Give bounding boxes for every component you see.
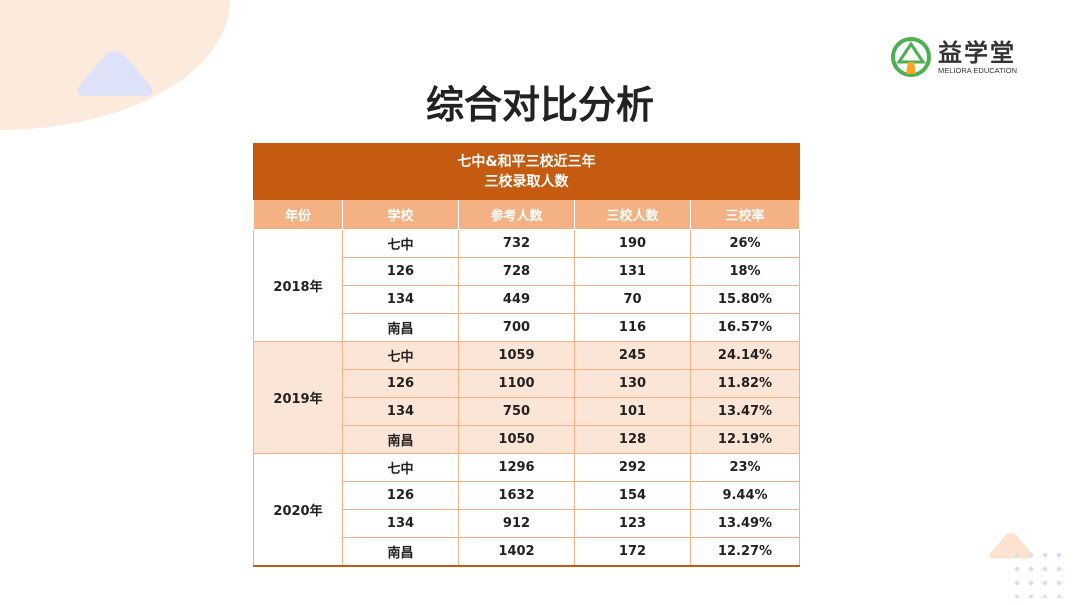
admitted-cell: 292 xyxy=(574,453,691,482)
rate-cell: 12.27% xyxy=(690,537,800,567)
rate-cell: 18% xyxy=(690,257,800,286)
admitted-cell: 101 xyxy=(574,397,691,426)
participants-cell: 1050 xyxy=(458,425,575,454)
participants-cell: 1402 xyxy=(458,537,575,567)
page-title: 综合对比分析 xyxy=(425,83,654,127)
year-cell: 2018年 xyxy=(253,229,343,342)
table-title-line1: 七中&和平三校近三年 xyxy=(457,153,596,170)
rate-cell: 13.47% xyxy=(690,397,800,426)
year-cell: 2020年 xyxy=(253,453,343,567)
table-row: 134 912 123 13.49% xyxy=(254,509,800,538)
school-cell: 南昌 xyxy=(342,425,459,454)
participants-cell: 732 xyxy=(458,229,575,258)
participants-cell: 700 xyxy=(458,313,575,342)
year-cell: 2019年 xyxy=(253,341,343,454)
rate-cell: 16.57% xyxy=(690,313,800,342)
header-admitted: 三校人数 xyxy=(574,199,691,230)
logo-name: 益学堂 xyxy=(938,38,1016,67)
admitted-cell: 70 xyxy=(574,285,691,314)
school-cell: 南昌 xyxy=(342,537,459,567)
participants-cell: 728 xyxy=(458,257,575,286)
header-school: 学校 xyxy=(342,199,459,230)
participants-cell: 449 xyxy=(458,285,575,314)
rate-cell: 13.49% xyxy=(690,509,800,538)
participants-cell: 1632 xyxy=(458,481,575,510)
tree-logo-icon xyxy=(891,37,931,77)
dot-grid-decor xyxy=(1010,548,1070,598)
logo: 益学堂 MELIORA EDUCATION xyxy=(890,36,1040,78)
table-title: 七中&和平三校近三年 三校录取人数 xyxy=(253,143,800,200)
header-rate: 三校率 xyxy=(690,199,800,230)
school-cell: 七中 xyxy=(342,229,459,258)
table-row: 134 449 70 15.80% xyxy=(254,285,800,314)
admitted-cell: 131 xyxy=(574,257,691,286)
table-row: 南昌 1050 128 12.19% xyxy=(254,425,800,454)
rate-cell: 26% xyxy=(690,229,800,258)
participants-cell: 912 xyxy=(458,509,575,538)
table-row: 2019年 七中 1059 245 24.14% xyxy=(253,341,800,454)
table-row: 126 1100 130 11.82% xyxy=(254,369,800,398)
school-cell: 126 xyxy=(342,481,459,510)
participants-cell: 1059 xyxy=(458,341,575,370)
school-cell: 134 xyxy=(342,397,459,426)
admitted-cell: 172 xyxy=(574,537,691,567)
admitted-cell: 128 xyxy=(574,425,691,454)
school-cell: 七中 xyxy=(342,341,459,370)
admitted-cell: 245 xyxy=(574,341,691,370)
table-row: 2020年 七中 1296 292 23% xyxy=(253,453,800,567)
rate-cell: 24.14% xyxy=(690,341,800,370)
admitted-cell: 130 xyxy=(574,369,691,398)
school-cell: 134 xyxy=(342,285,459,314)
participants-cell: 1296 xyxy=(458,453,575,482)
participants-cell: 1100 xyxy=(458,369,575,398)
table-row: 南昌 700 116 16.57% xyxy=(254,313,800,342)
table-row: 2018年 七中 732 190 26% xyxy=(253,229,800,342)
rate-cell: 11.82% xyxy=(690,369,800,398)
table-title-line2: 三校录取人数 xyxy=(484,173,569,190)
rate-cell: 9.44% xyxy=(690,481,800,510)
admitted-cell: 116 xyxy=(574,313,691,342)
rate-cell: 15.80% xyxy=(690,285,800,314)
school-cell: 126 xyxy=(342,369,459,398)
school-cell: 七中 xyxy=(342,453,459,482)
school-cell: 134 xyxy=(342,509,459,538)
header-year: 年份 xyxy=(253,199,343,230)
header-participants: 参考人数 xyxy=(458,199,575,230)
school-cell: 南昌 xyxy=(342,313,459,342)
admitted-cell: 123 xyxy=(574,509,691,538)
comparison-table: 七中&和平三校近三年 三校录取人数 年份 学校 参考人数 三校人数 三校率 201… xyxy=(253,143,800,567)
table-row: 134 750 101 13.47% xyxy=(254,397,800,426)
table-row: 南昌 1402 172 12.27% xyxy=(254,537,800,567)
rate-cell: 12.19% xyxy=(690,425,800,454)
logo-subtitle: MELIORA EDUCATION xyxy=(938,65,1018,75)
participants-cell: 750 xyxy=(458,397,575,426)
admitted-cell: 154 xyxy=(574,481,691,510)
rate-cell: 23% xyxy=(690,453,800,482)
admitted-cell: 190 xyxy=(574,229,691,258)
school-cell: 126 xyxy=(342,257,459,286)
cloud-decor-icon xyxy=(77,51,153,96)
